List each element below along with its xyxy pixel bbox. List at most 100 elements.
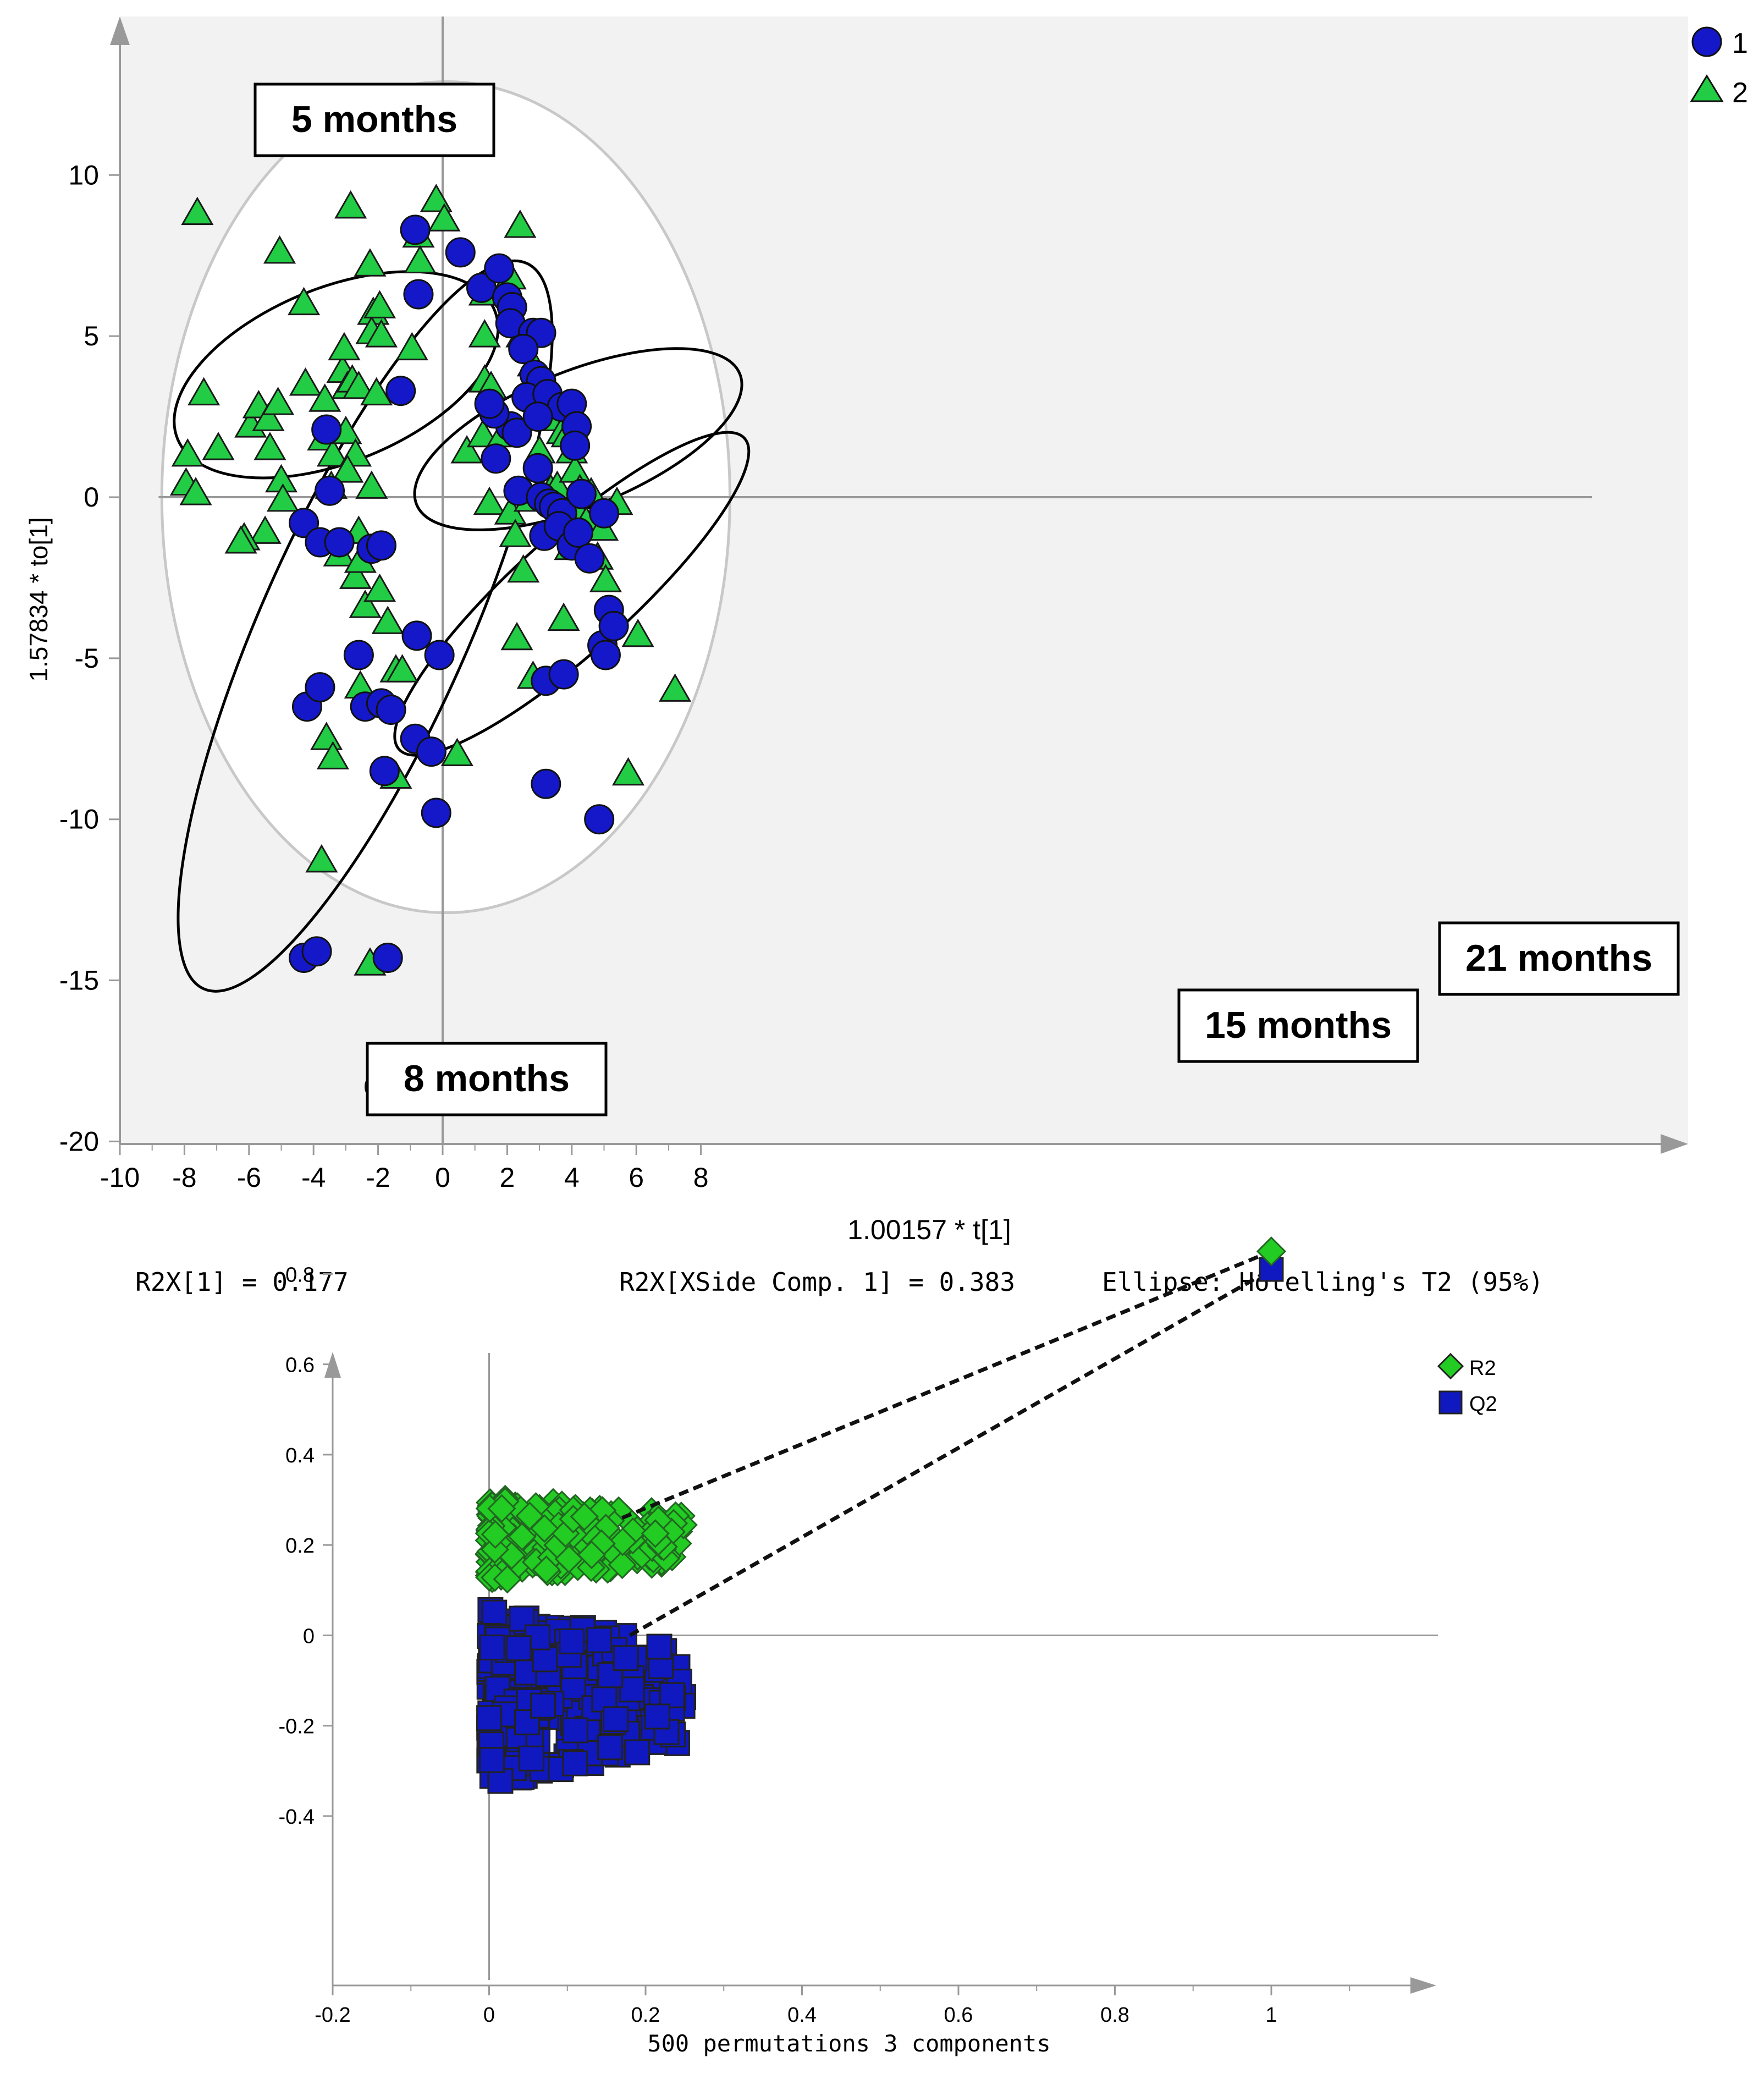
permutation-plot-x-arrow xyxy=(1410,1977,1436,1994)
score-point-group-2 xyxy=(504,210,537,238)
permutation-plot: -0.2 0 0.2 0.4 0.6 0.8 10.80.60.40.20-0.2-0.4 … xyxy=(279,1236,1497,2057)
permutation-plot-legend: R2 Q2 xyxy=(1437,1352,1497,1416)
permutation-plot-y-tick-label: 0.2 xyxy=(285,1534,315,1558)
score-point-group-1 xyxy=(589,498,619,529)
score-point-group-2 xyxy=(253,432,286,460)
score-point-group-1 xyxy=(522,453,553,483)
score-point-group-1 xyxy=(324,527,355,558)
score-point-group-1 xyxy=(474,388,505,419)
r2-permutation-point xyxy=(641,1519,670,1548)
score-plot-y-tick-label: 0 xyxy=(84,482,99,513)
score-point-group-1 xyxy=(481,443,511,474)
q2-permutation-point xyxy=(644,1703,670,1730)
score-point-group-1 xyxy=(445,237,476,268)
score-plot-y-tick-label: -15 xyxy=(59,965,99,996)
score-point-group-1 xyxy=(366,530,396,561)
score-point-group-1 xyxy=(566,478,597,509)
score-point-group-1 xyxy=(584,804,615,835)
score-point-group-1 xyxy=(289,508,319,538)
score-plot-x-tick-label: 2 xyxy=(499,1162,515,1193)
score-plot-x-tick-label: 6 xyxy=(629,1162,644,1193)
score-point-group-2 xyxy=(339,560,372,589)
score-point-group-2 xyxy=(363,290,396,318)
score-plot-x-tick-label: -8 xyxy=(172,1162,196,1193)
r2-permutation-point xyxy=(530,1514,559,1543)
permutation-plot-x-tick-label: 0.8 xyxy=(1100,2004,1129,2027)
legend-label-q2: Q2 xyxy=(1469,1393,1497,1416)
score-point-group-1 xyxy=(563,517,594,548)
score-point-group-2 xyxy=(500,621,533,651)
score-point-group-2 xyxy=(263,235,296,264)
score-point-group-2 xyxy=(328,332,361,361)
score-point-group-2 xyxy=(181,196,214,225)
annotation-15-months-label: 15 months xyxy=(1205,1004,1392,1046)
score-point-group-2 xyxy=(249,515,282,544)
score-point-group-2 xyxy=(360,377,393,406)
legend-label-r2: R2 xyxy=(1469,1357,1496,1380)
score-point-group-1 xyxy=(369,756,400,786)
score-plot-legend: 1 2 xyxy=(1690,26,1748,109)
score-point-group-2 xyxy=(266,483,300,512)
score-point-group-1 xyxy=(424,640,455,670)
score-point-group-1 xyxy=(401,620,432,651)
score-point-group-2 xyxy=(289,367,322,396)
annotation-8-months-label: 8 months xyxy=(404,1058,570,1099)
score-plot-x-tick-label: -10 xyxy=(100,1162,140,1193)
score-point-group-2 xyxy=(589,564,622,592)
r2-original-model-point xyxy=(1256,1236,1287,1267)
q2-permutation-point xyxy=(519,1745,545,1772)
score-plot-y-tick-label: -10 xyxy=(59,804,99,835)
q2-permutation-point xyxy=(646,1633,672,1660)
score-plot-y-tick-label: -5 xyxy=(75,643,99,674)
score-plot-x-axis-label: 1.00157 * t[1] xyxy=(847,1214,1011,1245)
intercept-line-q2 xyxy=(629,1268,1272,1637)
permutation-plot-x-tick-label: 0.4 xyxy=(787,2004,817,2027)
footer-r2x-side: R2X[XSide Comp. 1] = 0.383 xyxy=(619,1267,1015,1297)
legend-label-group-2: 2 xyxy=(1732,77,1748,109)
annotation-21-months-label: 21 months xyxy=(1465,937,1652,979)
score-point-group-1 xyxy=(305,672,335,703)
q2-permutation-point xyxy=(624,1739,651,1765)
score-point-group-1 xyxy=(501,417,532,448)
r2-permutation-point xyxy=(508,1522,537,1552)
q2-permutation-point xyxy=(619,1676,645,1703)
r2-permutation-point xyxy=(532,1555,561,1585)
legend-label-group-1: 1 xyxy=(1732,27,1748,59)
score-point-group-1 xyxy=(421,797,451,828)
r2-permutation-point xyxy=(570,1502,599,1531)
score-plot-x-tick-label: -4 xyxy=(301,1162,326,1193)
score-point-group-1 xyxy=(531,768,561,799)
permutation-plot-y-tick-label: -0.2 xyxy=(279,1715,315,1739)
score-point-group-1 xyxy=(315,475,345,506)
q2-permutation-point xyxy=(562,1750,588,1776)
q2-permutation-point xyxy=(586,1627,613,1653)
score-point-group-2 xyxy=(440,738,474,767)
score-point-group-2 xyxy=(202,432,235,460)
score-point-group-2 xyxy=(354,248,387,277)
legend-marker-group-2 xyxy=(1690,74,1724,102)
score-point-group-1 xyxy=(598,610,629,641)
score-point-group-2 xyxy=(316,741,350,769)
permutation-plot-x-tick-label: -0.2 xyxy=(315,2004,350,2027)
score-point-group-1 xyxy=(416,736,446,767)
score-point-group-1 xyxy=(484,253,515,284)
r2-permutation-point xyxy=(487,1494,516,1523)
permutation-plot-x-tick-label: 0 xyxy=(483,2004,495,2027)
score-point-group-2 xyxy=(395,332,428,361)
score-plot-x-tick-label: 0 xyxy=(435,1162,450,1193)
score-point-group-1 xyxy=(574,543,605,574)
score-point-group-1 xyxy=(403,279,434,310)
score-point-group-2 xyxy=(547,602,580,631)
cluster-ellipse-8-months xyxy=(177,259,554,993)
r2-permutation-point xyxy=(481,1520,510,1549)
score-point-group-2 xyxy=(349,590,382,618)
score-point-group-2 xyxy=(473,486,506,515)
q2-permutation-point xyxy=(481,1599,508,1626)
q2-permutation-point xyxy=(597,1734,623,1761)
q2-permutation-point xyxy=(603,1706,629,1732)
score-point-group-2 xyxy=(371,606,404,634)
legend-marker-q2 xyxy=(1438,1390,1463,1415)
q2-permutation-point xyxy=(479,1747,505,1773)
